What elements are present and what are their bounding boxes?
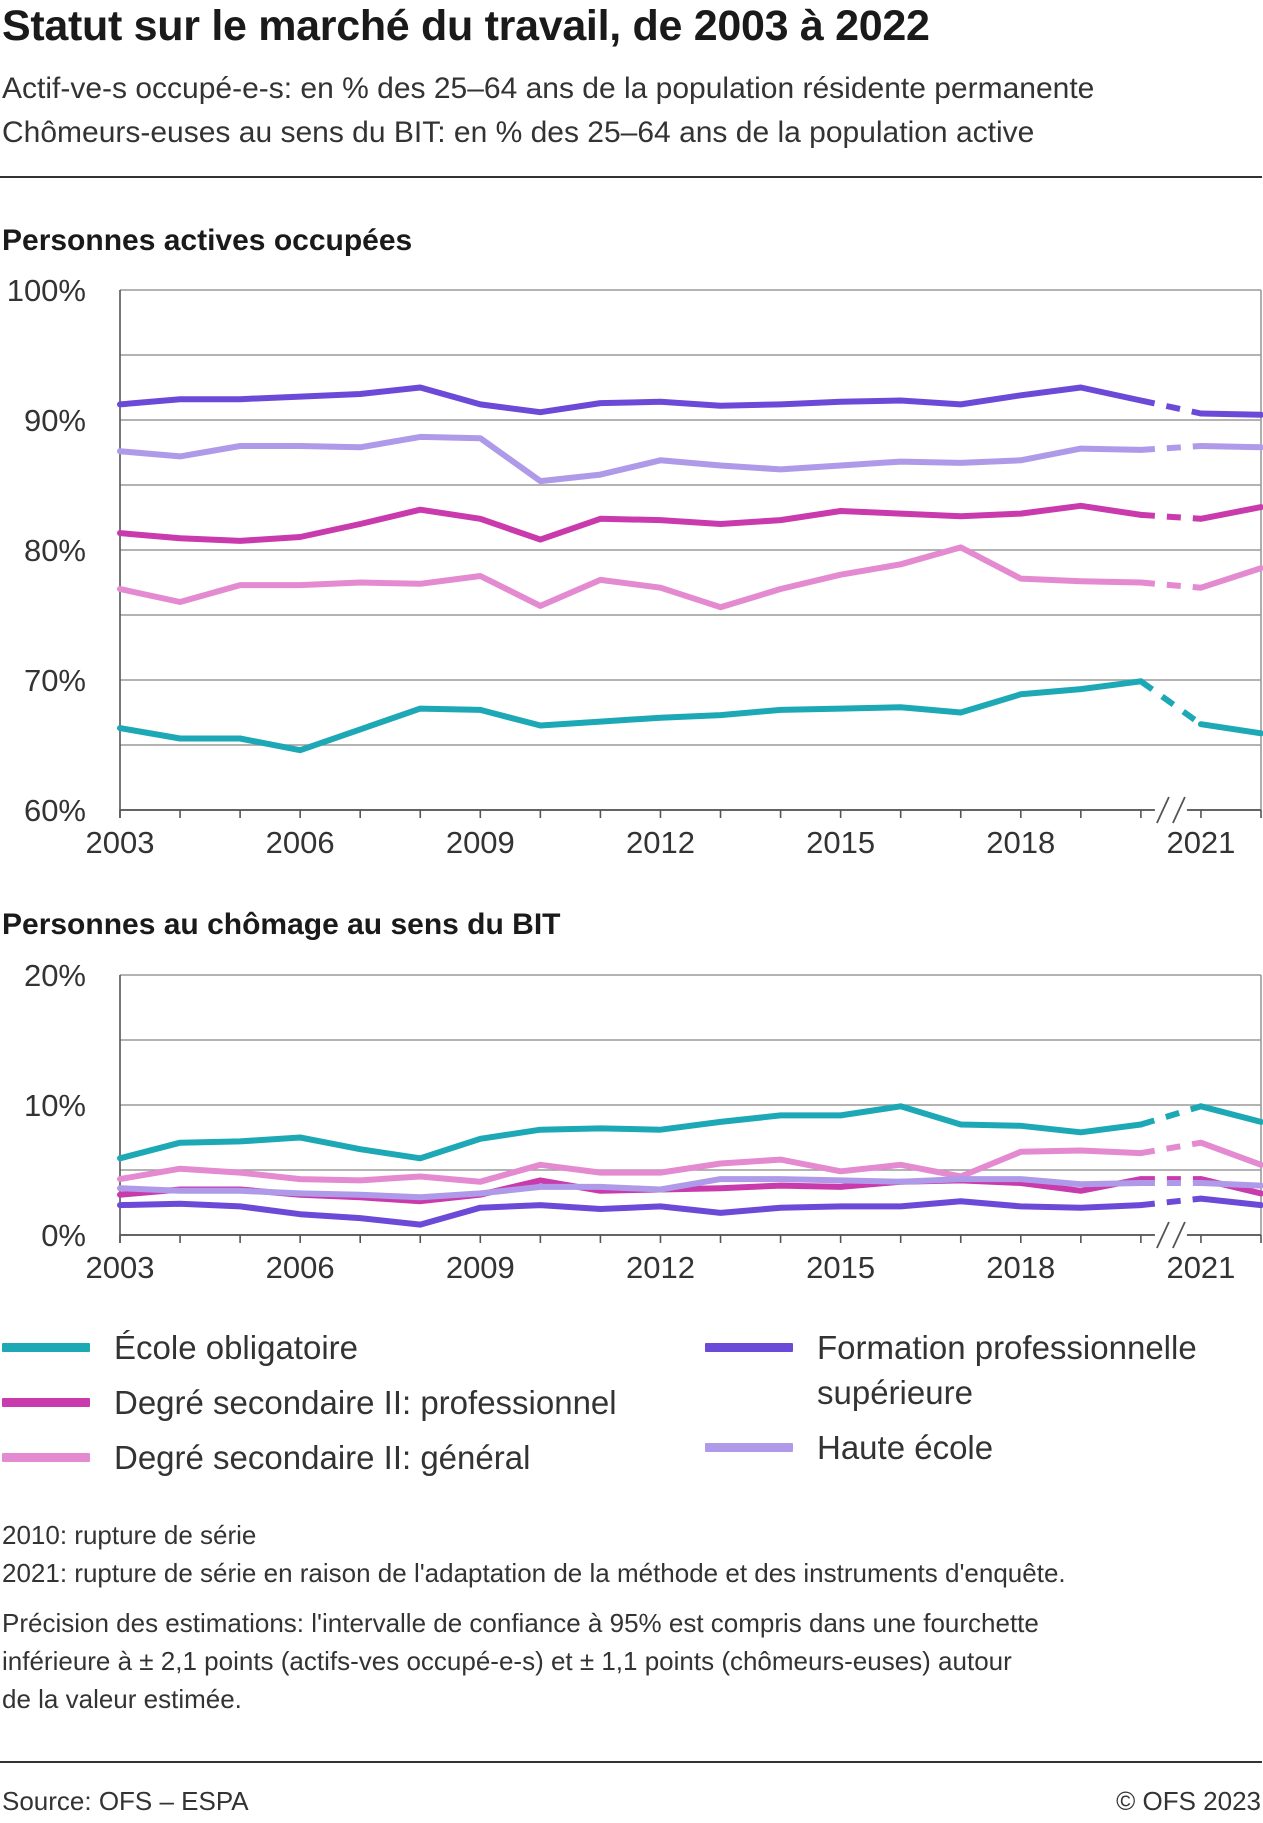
legend-swatch xyxy=(2,1453,90,1462)
legend: École obligatoire Degré secondaire II: p… xyxy=(0,1325,1263,1485)
series-line-haute-ecole-dashed xyxy=(1140,443,1202,453)
x-tick-label: 2009 xyxy=(446,825,515,860)
series-line-formation-professionnelle-superieure xyxy=(1197,1195,1263,1209)
series-line-ecole-obligatoire-dashed xyxy=(1139,678,1203,727)
note-precision-1: Précision des estimations: l'intervalle … xyxy=(2,1608,1039,1638)
legend-label: Formation professionnelle supérieure xyxy=(817,1329,1197,1411)
axis-break-slash xyxy=(1156,1221,1170,1249)
legend-swatch xyxy=(2,1343,90,1352)
axis-break-slash xyxy=(1156,796,1170,824)
axis-break-slash xyxy=(1172,796,1186,824)
legend-swatch xyxy=(705,1343,793,1352)
series-line-degre-secondaire-ii-professionnel xyxy=(117,502,1144,544)
series-line-formation-professionnelle-superieure xyxy=(1197,410,1263,418)
series-line-degre-secondaire-ii-general-dashed xyxy=(1140,1139,1202,1157)
series-line-ecole-obligatoire xyxy=(1197,1103,1263,1125)
legend-label: Haute école xyxy=(817,1429,994,1466)
x-tick-label: 2006 xyxy=(266,825,335,860)
footer-rule xyxy=(0,1761,1262,1763)
x-tick-label: 2003 xyxy=(86,825,155,860)
x-tick-label: 2015 xyxy=(806,825,875,860)
series-line-degre-secondaire-ii-general-dashed xyxy=(1140,579,1202,591)
series-line-formation-professionnelle-superieure-dashed xyxy=(1140,397,1202,417)
axis-break-slash xyxy=(1172,1221,1186,1249)
x-tick-label: 2015 xyxy=(806,1250,875,1285)
axis-break-gap xyxy=(1154,796,1187,824)
y-tick-label: 10% xyxy=(24,1088,86,1123)
series-line-ecole-obligatoire xyxy=(1197,721,1263,737)
chart2-title: Personnes au chômage au sens du BIT xyxy=(2,908,561,941)
x-tick-label: 2021 xyxy=(1166,825,1235,860)
y-tick-label: 80% xyxy=(24,533,86,568)
series-line-haute-ecole xyxy=(1197,443,1263,451)
series-line-degre-secondaire-ii-general xyxy=(117,1147,1144,1185)
legend-item-ecole-obligatoire: École obligatoire xyxy=(2,1325,358,1370)
x-tick-label: 2012 xyxy=(626,1250,695,1285)
employed-chart: 2003 2006 2009 2012 2015 2018 2021 60% 70% 80% 90%… xyxy=(7,273,1263,860)
header-rule xyxy=(0,176,1262,178)
source: Source: OFS – ESPA xyxy=(2,1786,249,1816)
series-line-ecole-obligatoire xyxy=(117,1103,1144,1162)
page-title: Statut sur le marché du travail, de 2003… xyxy=(2,2,930,50)
copyright: © OFS 2023 xyxy=(1116,1786,1261,1816)
series-line-degre-secondaire-ii-general xyxy=(1197,565,1263,591)
note-precision-3: de la valeur estimée. xyxy=(2,1684,242,1714)
x-tick-label: 2021 xyxy=(1166,1250,1235,1285)
series-line-degre-secondaire-ii-general xyxy=(117,544,1144,611)
series-line-degre-secondaire-ii-professionnel-dashed xyxy=(1140,511,1202,522)
x-tick-label: 2009 xyxy=(446,1250,515,1285)
legend-label: Degré secondaire II: professionnel xyxy=(114,1384,617,1421)
legend-item-secondaire-general: Degré secondaire II: général xyxy=(2,1435,530,1480)
series-line-haute-ecole xyxy=(1197,1180,1263,1189)
y-tick-label: 100% xyxy=(7,273,86,308)
series-line-ecole-obligatoire xyxy=(117,678,1144,754)
legend-label: École obligatoire xyxy=(114,1329,358,1366)
subtitle-unemployed: Chômeurs-euses au sens du BIT: en % des … xyxy=(2,116,1035,149)
legend-item-formation-prof-sup: Formation professionnelle supérieure xyxy=(705,1325,1237,1415)
x-tick-label: 2003 xyxy=(86,1250,155,1285)
legend-item-haute-ecole: Haute école xyxy=(705,1425,993,1470)
legend-item-secondaire-professionnel: Degré secondaire II: professionnel xyxy=(2,1380,617,1425)
series-line-formation-professionnelle-superieure xyxy=(117,384,1144,416)
series-line-haute-ecole xyxy=(117,1176,1144,1201)
y-tick-label: 90% xyxy=(24,403,86,438)
x-tick-label: 2006 xyxy=(266,1250,335,1285)
note-break-2021: 2021: rupture de série en raison de l'ad… xyxy=(2,1558,1066,1588)
series-line-haute-ecole xyxy=(117,433,1144,485)
x-tick-label: 2012 xyxy=(626,825,695,860)
series-line-degre-secondaire-ii-general xyxy=(1197,1139,1263,1168)
series-line-ecole-obligatoire-dashed xyxy=(1140,1103,1202,1128)
y-tick-label: 70% xyxy=(24,663,86,698)
chart1-title: Personnes actives occupées xyxy=(2,224,413,257)
legend-label: Degré secondaire II: général xyxy=(114,1439,531,1476)
axis-break-gap xyxy=(1154,1221,1187,1249)
y-tick-label: 0% xyxy=(41,1218,86,1253)
series-line-formation-professionnelle-superieure-dashed xyxy=(1140,1195,1202,1209)
series-line-formation-professionnelle-superieure xyxy=(117,1198,1144,1228)
unemployed-chart: 2003 2006 2009 2012 2015 2018 2021 0% 10% 20% xyxy=(24,958,1263,1285)
x-tick-label: 2018 xyxy=(986,825,1055,860)
note-break-2010: 2010: rupture de série xyxy=(2,1520,257,1550)
subtitle-employed: Actif-ve-s occupé-e-s: en % des 25–64 an… xyxy=(2,72,1095,105)
y-tick-label: 60% xyxy=(24,793,86,828)
series-line-degre-secondaire-ii-professionnel xyxy=(1197,504,1263,522)
legend-swatch xyxy=(2,1398,90,1407)
legend-swatch xyxy=(705,1443,793,1452)
note-precision-2: inférieure à ± 2,1 points (actifs-ves oc… xyxy=(2,1646,1012,1676)
y-tick-label: 20% xyxy=(24,958,86,993)
x-tick-label: 2018 xyxy=(986,1250,1055,1285)
